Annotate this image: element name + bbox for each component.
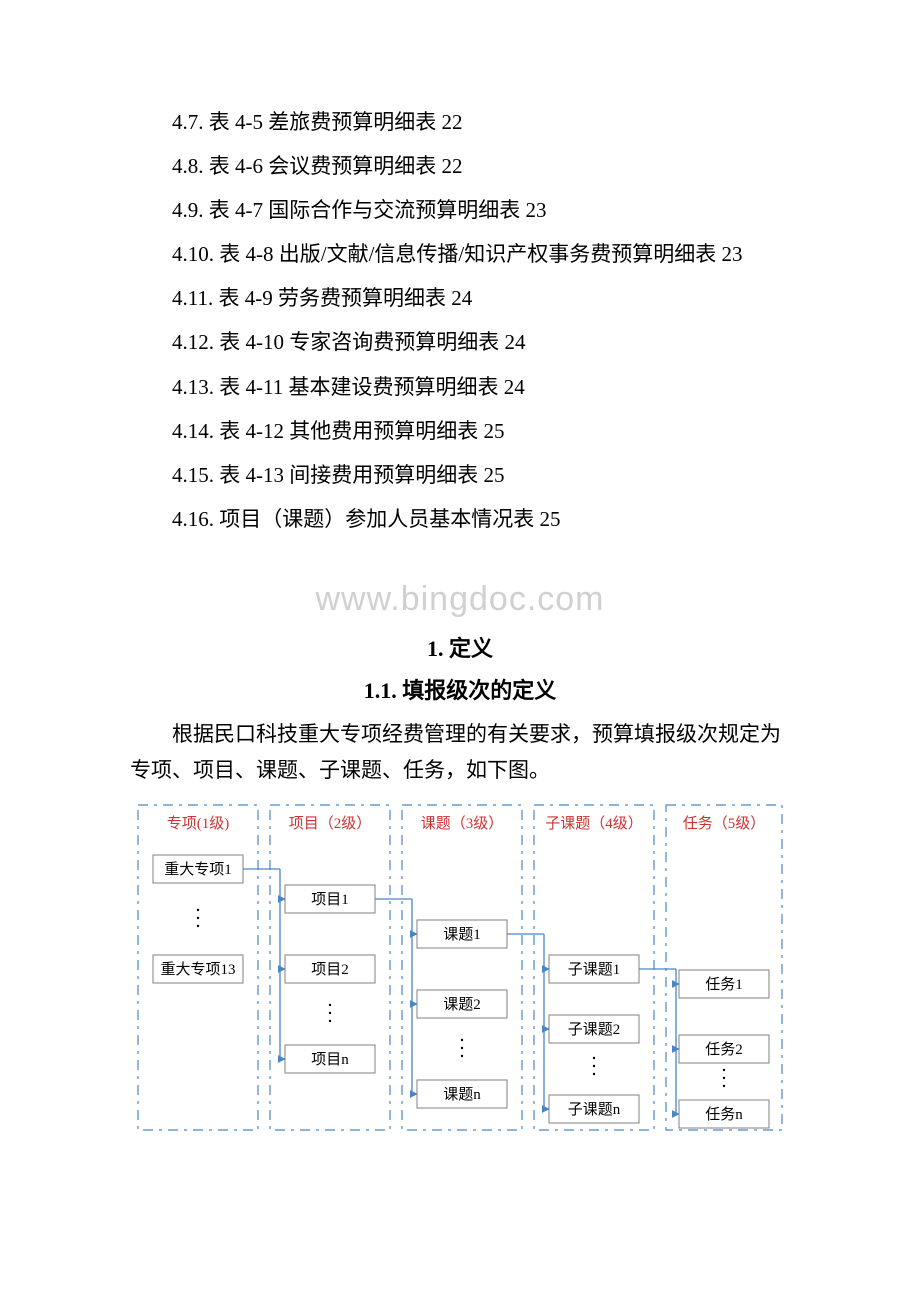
heading-level-2: 1.1. 填报级次的定义 xyxy=(130,673,790,705)
heading-level-1: 1. 定义 xyxy=(130,631,790,663)
body-paragraph: 根据民口科技重大专项经费管理的有关要求，预算填报级次规定为专项、项目、课题、子课… xyxy=(130,717,790,788)
toc-item: 4.13. 表 4-11 基本建设费预算明细表 24 xyxy=(130,365,790,409)
toc-item: 4.7. 表 4-5 差旅费预算明细表 22 xyxy=(130,100,790,144)
toc-item: 4.11. 表 4-9 劳务费预算明细表 24 xyxy=(130,276,790,320)
diagram-node-label: 任务1 xyxy=(705,976,743,993)
toc-item: 4.15. 表 4-13 间接费用预算明细表 25 xyxy=(130,453,790,497)
watermark-text: www.bingdoc.com xyxy=(0,580,920,619)
diagram-node-label: 重大专项13 xyxy=(160,961,235,978)
diagram-node-label: 项目n xyxy=(311,1051,349,1068)
toc-item: 4.12. 表 4-10 专家咨询费预算明细表 24 xyxy=(130,320,790,364)
column-header: 专项(1级) xyxy=(167,815,230,832)
column-header: 课题（3级） xyxy=(421,815,504,832)
toc-item: 4.8. 表 4-6 会议费预算明细表 22 xyxy=(130,144,790,188)
diagram-node-label: 子课题2 xyxy=(568,1021,621,1038)
diagram-node-label: 课题1 xyxy=(443,926,481,943)
column-header: 项目（2级） xyxy=(289,815,372,832)
toc-item: 4.14. 表 4-12 其他费用预算明细表 25 xyxy=(130,409,790,453)
column-header: 子课题（4级） xyxy=(545,815,643,832)
diagram-node-label: 任务2 xyxy=(705,1041,743,1058)
diagram-node-label: 课题2 xyxy=(443,996,481,1013)
hierarchy-diagram: 专项(1级) 重大专项1 重大专项13 项目（2级） 项目1 项目2 项目n 课题（3级） 课题… xyxy=(130,800,790,1135)
diagram-node-label: 任务n xyxy=(705,1106,743,1123)
column-header: 任务（5级） xyxy=(683,815,766,832)
diagram-node-label: 子课题n xyxy=(568,1101,621,1118)
diagram-node-label: 课题n xyxy=(443,1086,481,1103)
toc-item: 4.10. 表 4-8 出版/文献/信息传播/知识产权事务费预算明细表 23 xyxy=(130,232,790,276)
diagram-node-label: 子课题1 xyxy=(568,961,621,978)
toc-item: 4.16. 项目（课题）参加人员基本情况表 25 xyxy=(130,497,790,541)
diagram-node-label: 重大专项1 xyxy=(164,861,232,878)
toc-item: 4.9. 表 4-7 国际合作与交流预算明细表 23 xyxy=(130,188,790,232)
diagram-node-label: 项目1 xyxy=(311,891,349,908)
toc-list: 4.7. 表 4-5 差旅费预算明细表 224.8. 表 4-6 会议费预算明细… xyxy=(130,100,790,541)
diagram-node-label: 项目2 xyxy=(311,961,349,978)
